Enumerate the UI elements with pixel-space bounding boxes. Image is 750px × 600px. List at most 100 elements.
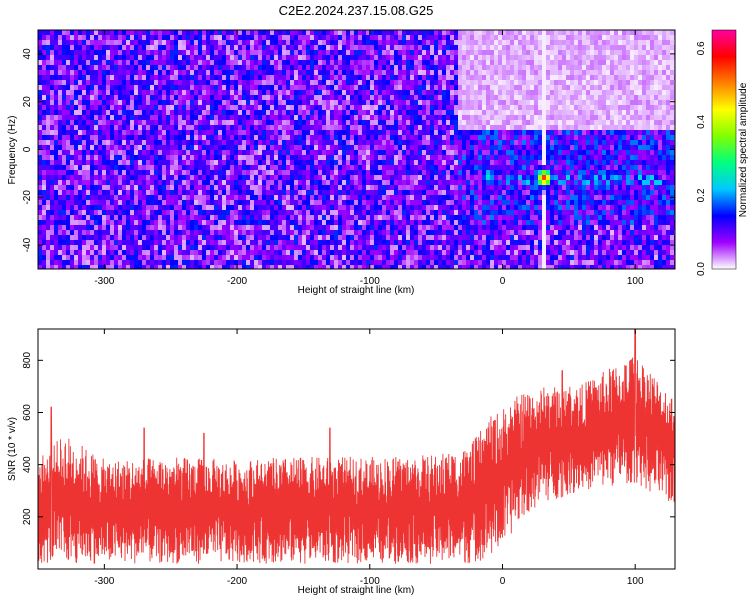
spectrogram-cell <box>298 90 303 96</box>
spectrogram-cell <box>338 65 343 71</box>
spectrogram-cell <box>498 175 503 181</box>
spectrogram-cell <box>218 110 223 116</box>
spectrogram-cell <box>466 50 471 56</box>
spectrogram-cell <box>342 120 347 126</box>
spectrogram-cell <box>98 110 103 116</box>
spectrogram-cell <box>162 145 167 151</box>
spectrogram-cell <box>266 90 271 96</box>
spectrogram-cell <box>190 150 195 156</box>
spectrogram-cell <box>54 55 59 61</box>
spectrogram-cell <box>554 60 559 66</box>
spectrogram-cell <box>478 165 483 171</box>
spectrogram-cell <box>538 130 543 136</box>
spectrogram-cell <box>614 120 619 126</box>
spectrogram-cell <box>546 110 551 116</box>
spectrogram-cell <box>126 140 131 146</box>
spectrogram-cell <box>50 105 55 111</box>
spectrogram-cell <box>114 120 119 126</box>
spectrogram-cell <box>258 110 263 116</box>
spectrogram-cell <box>390 115 395 121</box>
spectrogram-cell <box>654 50 659 56</box>
spectrogram-cell <box>194 60 199 66</box>
spectrogram-cell <box>594 30 599 36</box>
spectrogram-cell <box>310 100 315 106</box>
spectrogram-cell <box>90 55 95 61</box>
spectrogram-cell <box>194 135 199 141</box>
spectrogram-cell <box>610 80 615 86</box>
spectrogram-cell <box>454 75 459 81</box>
spectrogram-cell <box>126 110 131 116</box>
spectrogram-cell <box>530 45 535 51</box>
spectrogram-cell <box>214 85 219 91</box>
spectrogram-cell <box>458 145 463 151</box>
spectrogram-cell <box>330 40 335 46</box>
spectrogram-cell <box>406 180 411 186</box>
spectrogram-cell <box>194 35 199 41</box>
spectrogram-cell <box>458 135 463 141</box>
spectrogram-cell <box>198 100 203 106</box>
spectrogram-cell <box>70 100 75 106</box>
spectrogram-cell <box>286 95 291 101</box>
spectrogram-cell <box>426 120 431 126</box>
spectrogram-cell <box>614 45 619 51</box>
spectrogram-cell <box>446 120 451 126</box>
spectrogram-cell <box>502 180 507 186</box>
spectrogram-cell <box>38 130 43 136</box>
spectrogram-cell <box>198 170 203 176</box>
spectrogram-cell <box>270 80 275 86</box>
spectrogram-cell <box>386 165 391 171</box>
spectrogram-cell <box>294 80 299 86</box>
spectrogram-cell <box>66 95 71 101</box>
spectrogram-cell <box>594 120 599 126</box>
spectrogram-cell <box>366 115 371 121</box>
spectrogram-cell <box>462 65 467 71</box>
spectrogram-cell <box>166 30 171 36</box>
spectrogram-cell <box>38 90 43 96</box>
spectrogram-cell <box>98 80 103 86</box>
spectrogram-cell <box>506 55 511 61</box>
spectrogram-cell <box>274 55 279 61</box>
spectrogram-cell <box>278 95 283 101</box>
spectrogram-cell <box>98 115 103 121</box>
spectrogram-cell <box>650 150 655 156</box>
spectrogram-cell <box>74 135 79 141</box>
spectrogram-cell <box>638 45 643 51</box>
spectrogram-cell <box>494 60 499 66</box>
spectrogram-cell <box>198 175 203 181</box>
spectrogram-cell <box>70 35 75 41</box>
spectrogram-cell <box>666 120 671 126</box>
spectrogram-cell <box>434 130 439 136</box>
spectrogram-cell <box>594 145 599 151</box>
spectrogram-cell <box>326 125 331 131</box>
spectrogram-cell <box>554 40 559 46</box>
spectrogram-cell <box>206 50 211 56</box>
spectrogram-cell <box>522 45 527 51</box>
spectrogram-cell <box>594 180 599 186</box>
spectrogram-cell <box>190 135 195 141</box>
spectrogram-cell <box>418 130 423 136</box>
spectrogram-cell <box>182 50 187 56</box>
spectrogram-cell <box>634 75 639 81</box>
spectrogram-cell <box>62 175 67 181</box>
spectrogram-cell <box>286 175 291 181</box>
spectrogram-cell <box>86 50 91 56</box>
spectrogram-cell <box>182 105 187 111</box>
spectrogram-cell <box>290 140 295 146</box>
spectrogram-cell <box>458 180 463 186</box>
spectrogram-cell <box>70 140 75 146</box>
spectrogram-cell <box>494 140 499 146</box>
spectrogram-cell <box>194 55 199 61</box>
spectrogram-cell <box>642 115 647 121</box>
spectrogram-cell <box>74 155 79 161</box>
spectrogram-cell <box>574 125 579 131</box>
spectrogram-cell <box>642 60 647 66</box>
spectrogram-cell <box>126 100 131 106</box>
spectrogram-cell <box>306 125 311 131</box>
spectrogram-cell <box>270 120 275 126</box>
spectrogram-cell <box>650 165 655 171</box>
spectrogram-cell <box>366 145 371 151</box>
spectrogram-cell <box>146 125 151 131</box>
spectrogram-cell <box>66 135 71 141</box>
spectrogram-cell <box>258 145 263 151</box>
spectrogram-cell <box>518 155 523 161</box>
